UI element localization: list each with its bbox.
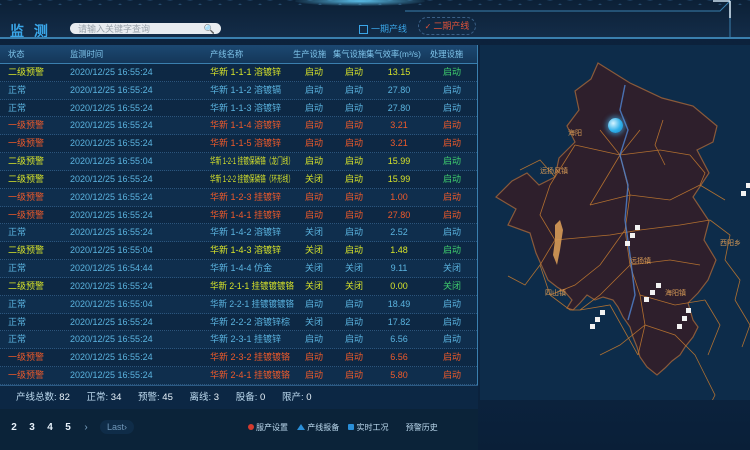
svg-text:西阳乡: 西阳乡: [720, 238, 741, 247]
svg-text:海阳镇: 海阳镇: [665, 288, 686, 297]
svg-text:四山镇: 四山镇: [545, 288, 566, 297]
svg-text:海阳: 海阳: [568, 128, 582, 137]
svg-text:远扬风镇: 远扬风镇: [540, 166, 568, 175]
svg-text:远扬镇: 远扬镇: [630, 256, 651, 265]
